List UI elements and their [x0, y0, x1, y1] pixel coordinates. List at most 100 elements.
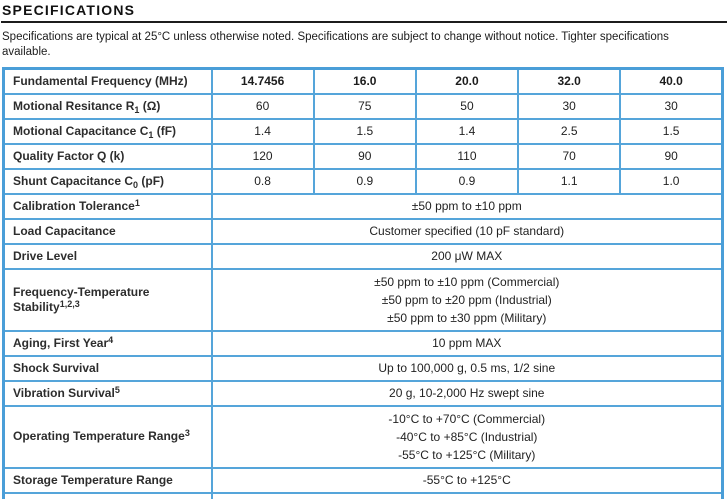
row-label: Max Process Temperature	[2, 491, 213, 499]
row-label: Fundamental Frequency (MHz)	[2, 67, 213, 95]
value-cell: 60	[210, 92, 315, 120]
value-line: -40°C to +85°C (Industrial)	[396, 429, 538, 444]
label-superscript: 3	[184, 428, 190, 438]
value-cell: 1.4	[414, 117, 520, 145]
value-cell: 30	[619, 92, 724, 120]
value-cell: 1.0	[619, 167, 724, 195]
value-cell: 200 μW MAX	[210, 242, 724, 270]
value-cell: 1.1	[517, 167, 622, 195]
label-superscript: 1	[134, 197, 140, 208]
value-line: ±50 ppm to ±10 ppm (Commercial)	[374, 274, 560, 289]
value-cell: 260°C for 20 seconds	[210, 491, 724, 499]
row-frequency-temperature-stability: Frequency-Temperature Stability1,2,3 ±50…	[2, 267, 724, 332]
value-cell: 50	[414, 92, 520, 120]
value-cell: 70	[517, 142, 622, 170]
row-label: Aging, First Year4	[2, 329, 213, 357]
row-motional-resistance: Motional Resitance R1 (Ω) 60 75 50 30 30	[2, 92, 724, 120]
label-text: Max Process Temperature	[13, 498, 162, 499]
row-operating-temperature-range: Operating Temperature Range3 -10°C to +7…	[2, 404, 724, 469]
page-title: SPECIFICATIONS	[2, 2, 136, 18]
value-line: 200 μW MAX	[431, 249, 503, 263]
value-cell: 1.5	[619, 117, 724, 145]
row-label: Calibration Tolerance1	[2, 192, 213, 220]
value-cell: Customer specified (10 pF standard)	[210, 217, 724, 245]
value-cell: 20.0	[414, 67, 520, 95]
row-drive-level: Drive Level 200 μW MAX	[2, 242, 724, 270]
row-vibration-survival: Vibration Survival5 20 g, 10-2,000 Hz sw…	[2, 379, 724, 407]
label-text: Quality Factor Q (k)	[13, 148, 125, 163]
value-cell: 2.5	[517, 117, 622, 145]
intro-text: Specifications are typical at 25°C unles…	[2, 31, 669, 58]
row-storage-temperature-range: Storage Temperature Range -55°C to +125°…	[2, 466, 724, 494]
label-subscript: 1	[134, 104, 140, 115]
row-label: Load Capacitance	[2, 217, 213, 245]
value-line: ±50 ppm to ±30 ppm (Military)	[387, 310, 547, 325]
value-cell: 0.9	[312, 167, 417, 195]
label-subscript: 1	[148, 129, 154, 140]
value-cell: 32.0	[517, 67, 622, 95]
label-text: Aging, First Year	[13, 335, 109, 350]
value-line: ±50 ppm to ±20 ppm (Industrial)	[381, 292, 552, 307]
specifications-table: Fundamental Frequency (MHz) 14.7456 16.0…	[2, 67, 724, 499]
value-line: ±50 ppm to ±10 ppm	[411, 199, 522, 213]
label-superscript: 4	[108, 334, 114, 345]
value-cell: 30	[517, 92, 622, 120]
label-text: Vibration Survival	[13, 385, 115, 400]
row-max-process-temperature: Max Process Temperature 260°C for 20 sec…	[2, 491, 724, 499]
row-load-capacitance: Load Capacitance Customer specified (10 …	[2, 217, 724, 245]
label-text: Drive Level	[13, 248, 78, 263]
row-label: Drive Level	[2, 242, 213, 270]
value-cell: 20 g, 10-2,000 Hz swept sine	[210, 379, 724, 407]
value-line: Up to 100,000 g, 0.5 ms, 1/2 sine	[378, 361, 556, 375]
value-cell: -55°C to +125°C	[210, 466, 724, 494]
row-label: Frequency-Temperature Stability1,2,3	[2, 267, 213, 332]
value-cell: 0.9	[414, 167, 520, 195]
row-label: Shock Survival	[2, 354, 213, 382]
value-cell: 1.4	[210, 117, 315, 145]
value-cell: ±50 ppm to ±10 ppm	[210, 192, 724, 220]
value-cell: 75	[312, 92, 417, 120]
value-cell: Up to 100,000 g, 0.5 ms, 1/2 sine	[210, 354, 724, 382]
value-line: -55°C to +125°C	[422, 473, 511, 487]
label-text: (pF)	[138, 173, 165, 188]
label-text: Motional Resitance R	[13, 98, 135, 113]
value-line: 20 g, 10-2,000 Hz swept sine	[389, 386, 545, 400]
row-quality-factor: Quality Factor Q (k) 120 90 110 70 90	[2, 142, 724, 170]
label-text: Shunt Capacitance C	[13, 173, 134, 188]
value-cell: 1.5	[312, 117, 417, 145]
value-cell: 120	[210, 142, 315, 170]
value-cell: 110	[414, 142, 520, 170]
label-superscript: 1,2,3	[59, 298, 80, 309]
label-text: Frequency-Temperature Stability	[13, 284, 150, 314]
label-text: Operating Temperature Range	[13, 429, 185, 443]
row-label: Operating Temperature Range3	[2, 404, 213, 469]
label-subscript: 0	[133, 179, 139, 190]
value-cell: 40.0	[619, 67, 724, 95]
label-text: Fundamental Frequency (MHz)	[13, 73, 188, 88]
row-motional-capacitance: Motional Capacitance C1 (fF) 1.4 1.5 1.4…	[2, 117, 724, 145]
value-line: 10 ppm MAX	[432, 336, 502, 350]
value-cell: -10°C to +70°C (Commercial) -40°C to +85…	[210, 404, 724, 469]
value-cell: 10 ppm MAX	[210, 329, 724, 357]
label-text: Storage Temperature Range	[13, 472, 173, 487]
row-label: Motional Resitance R1 (Ω)	[2, 92, 213, 120]
row-label: Storage Temperature Range	[2, 466, 213, 494]
row-fundamental-frequency: Fundamental Frequency (MHz) 14.7456 16.0…	[2, 67, 724, 95]
title-rule	[1, 21, 727, 23]
value-cell: 90	[312, 142, 417, 170]
label-superscript: 5	[114, 384, 120, 395]
label-text: (Ω)	[139, 98, 161, 113]
row-label: Quality Factor Q (k)	[2, 142, 213, 170]
value-cell: 16.0	[312, 67, 417, 95]
row-calibration-tolerance: Calibration Tolerance1 ±50 ppm to ±10 pp…	[2, 192, 724, 220]
label-text: Load Capacitance	[13, 223, 116, 238]
value-cell: 0.8	[210, 167, 315, 195]
row-shunt-capacitance: Shunt Capacitance C0 (pF) 0.8 0.9 0.9 1.…	[2, 167, 724, 195]
label-text: Motional Capacitance C	[13, 123, 149, 138]
value-cell: ±50 ppm to ±10 ppm (Commercial) ±50 ppm …	[210, 267, 724, 332]
row-aging-first-year: Aging, First Year4 10 ppm MAX	[2, 329, 724, 357]
row-shock-survival: Shock Survival Up to 100,000 g, 0.5 ms, …	[2, 354, 724, 382]
value-line: -10°C to +70°C (Commercial)	[388, 411, 546, 426]
row-label: Motional Capacitance C1 (fF)	[2, 117, 213, 145]
